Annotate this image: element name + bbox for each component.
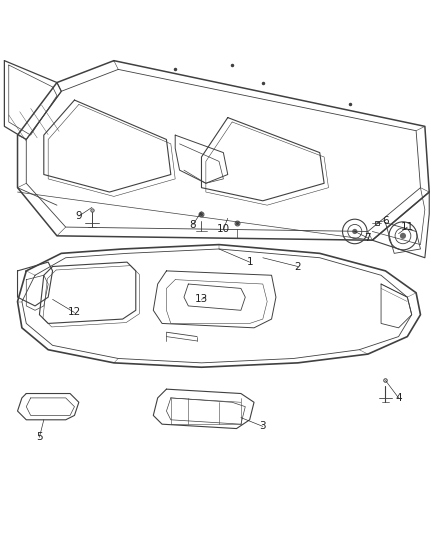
Text: 8: 8	[189, 220, 196, 230]
Text: 12: 12	[68, 308, 81, 318]
Text: 2: 2	[294, 262, 301, 271]
Text: 7: 7	[364, 233, 371, 243]
Text: 1: 1	[246, 257, 253, 267]
Text: 13: 13	[195, 294, 208, 304]
Text: 10: 10	[217, 224, 230, 235]
Text: 5: 5	[36, 432, 43, 442]
Text: 9: 9	[75, 211, 82, 221]
Text: 11: 11	[401, 222, 414, 232]
Text: 6: 6	[382, 215, 389, 225]
Circle shape	[400, 233, 406, 239]
Circle shape	[352, 229, 357, 234]
Text: 3: 3	[259, 422, 266, 431]
Text: 4: 4	[395, 393, 402, 403]
